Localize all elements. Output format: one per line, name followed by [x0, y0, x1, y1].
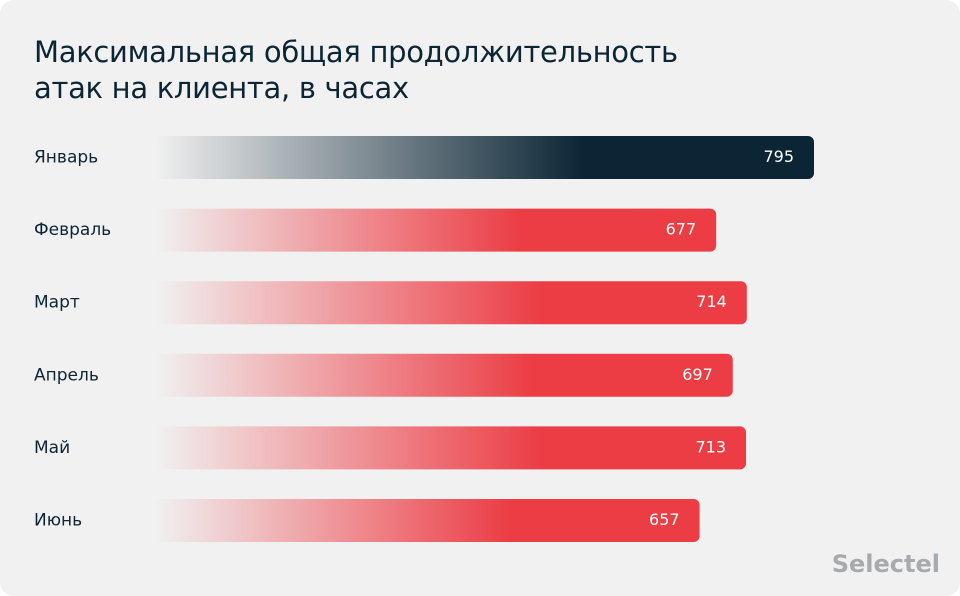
- brand-logo: Selectel: [831, 550, 940, 578]
- bar: [155, 426, 747, 470]
- bar: [155, 208, 717, 252]
- category-label: Июнь: [34, 511, 82, 531]
- value-label: 795: [763, 147, 794, 166]
- value-label: 714: [696, 292, 727, 311]
- category-label: Январь: [34, 148, 98, 168]
- value-label: 677: [666, 220, 697, 239]
- bar: [155, 353, 733, 397]
- category-label: Март: [34, 293, 80, 313]
- category-label: Апрель: [34, 365, 99, 385]
- bar: [155, 281, 747, 325]
- category-label: Май: [34, 438, 70, 458]
- value-label: 713: [695, 437, 726, 456]
- value-label: 697: [682, 365, 713, 384]
- value-label: 657: [649, 510, 680, 529]
- chart-title: Максимальная общая продолжительность ата…: [34, 35, 678, 105]
- bar: [155, 499, 700, 542]
- bar: [155, 136, 814, 179]
- category-label: Февраль: [34, 220, 111, 240]
